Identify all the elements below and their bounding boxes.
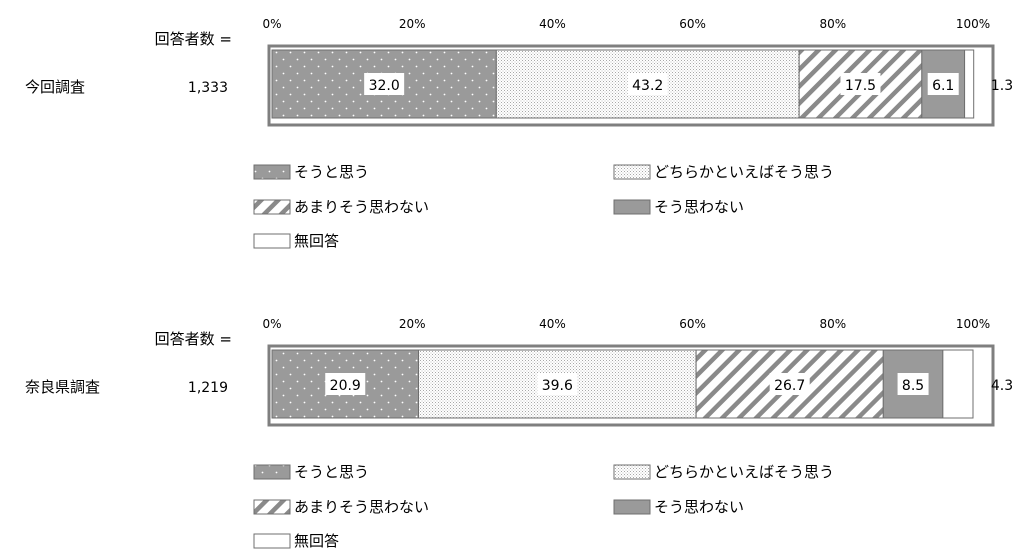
legend-swatch bbox=[613, 164, 651, 180]
value-label: 20.9 bbox=[330, 378, 361, 394]
legend-swatch bbox=[253, 533, 291, 549]
value-label: 26.7 bbox=[774, 378, 805, 394]
legend-swatch bbox=[253, 199, 291, 215]
tick-label: 0% bbox=[262, 17, 281, 31]
legend-swatch bbox=[613, 464, 651, 480]
legend-label: 無回答 bbox=[294, 232, 339, 250]
value-label-bg bbox=[537, 373, 578, 395]
value-label-bg bbox=[769, 373, 810, 395]
value-label: 8.5 bbox=[902, 378, 924, 394]
legend-swatch bbox=[253, 464, 291, 480]
legend-label: そう思わない bbox=[654, 498, 744, 516]
bar-segment bbox=[964, 49, 975, 119]
count-header: 回答者数 = bbox=[155, 30, 232, 48]
legend-label: あまりそう思わない bbox=[294, 498, 429, 516]
tick-label: 60% bbox=[679, 317, 706, 331]
chart-block-1: 回答者数 = 1,333 今回調査 0% 20% 40% 60% 80% 100% 32.0 43.… bbox=[25, 17, 1013, 250]
legend-swatch bbox=[613, 499, 651, 515]
bar-segment bbox=[942, 349, 974, 419]
value-label: 43.2 bbox=[632, 78, 663, 94]
legend-label: 無回答 bbox=[294, 532, 339, 550]
legend-label: そう思わない bbox=[654, 198, 744, 216]
value-label-bg bbox=[325, 373, 366, 395]
value-label-bg bbox=[364, 73, 405, 95]
tick-label: 80% bbox=[819, 17, 846, 31]
tick-label: 80% bbox=[819, 317, 846, 331]
tick-label: 40% bbox=[539, 317, 566, 331]
legend-label: どちらかといえばそう思う bbox=[654, 463, 834, 481]
legend-label: そうと思う bbox=[294, 163, 369, 181]
value-label-bg bbox=[840, 73, 881, 95]
value-label: 39.6 bbox=[542, 378, 573, 394]
value-label-bg bbox=[897, 373, 929, 395]
tick-label: 0% bbox=[262, 317, 281, 331]
row-label: 奈良県調査 bbox=[25, 378, 100, 396]
tick-label: 20% bbox=[399, 17, 426, 31]
tick-label: 100% bbox=[956, 17, 990, 31]
value-label: 17.5 bbox=[845, 78, 876, 94]
value-label: 6.1 bbox=[932, 78, 954, 94]
legend-swatch bbox=[253, 164, 291, 180]
tick-label: 100% bbox=[956, 317, 990, 331]
respondent-count: 1,333 bbox=[188, 80, 228, 96]
value-label-bg bbox=[927, 73, 959, 95]
chart-block-2: 回答者数 = 1,219 奈良県調査 0% 20% 40% 60% 80% 100% 20.9 39… bbox=[25, 317, 1013, 550]
legend-label: あまりそう思わない bbox=[294, 198, 429, 216]
legend-label: どちらかといえばそう思う bbox=[654, 163, 834, 181]
legend-swatch bbox=[253, 233, 291, 249]
row-label: 今回調査 bbox=[25, 78, 85, 96]
value-label-bg bbox=[627, 73, 668, 95]
tick-label: 60% bbox=[679, 17, 706, 31]
tick-label: 20% bbox=[399, 317, 426, 331]
legend-swatch bbox=[613, 199, 651, 215]
count-header: 回答者数 = bbox=[155, 330, 232, 348]
legend-swatch bbox=[253, 499, 291, 515]
respondent-count: 1,219 bbox=[188, 380, 228, 396]
value-label: 4.3 bbox=[991, 378, 1013, 394]
value-label: 1.3 bbox=[991, 78, 1013, 94]
value-label: 32.0 bbox=[369, 78, 400, 94]
tick-label: 40% bbox=[539, 17, 566, 31]
legend-label: そうと思う bbox=[294, 463, 369, 481]
